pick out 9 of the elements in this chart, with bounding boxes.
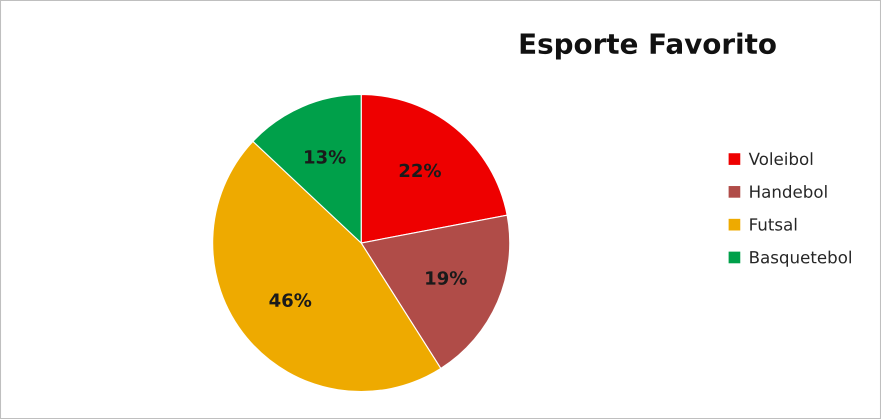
legend-label: Basquetebol	[750, 250, 851, 267]
legend-label: Handebol	[750, 185, 827, 198]
chart-title: Esporte Favorito	[520, 32, 776, 60]
data-label: 13%	[305, 150, 346, 164]
legend-label: Voleibol	[748, 152, 812, 166]
data-label: 19%	[426, 271, 467, 285]
data-label: 22%	[400, 164, 441, 178]
legend-label: Futsal	[750, 218, 796, 231]
data-label: 46%	[269, 293, 312, 307]
